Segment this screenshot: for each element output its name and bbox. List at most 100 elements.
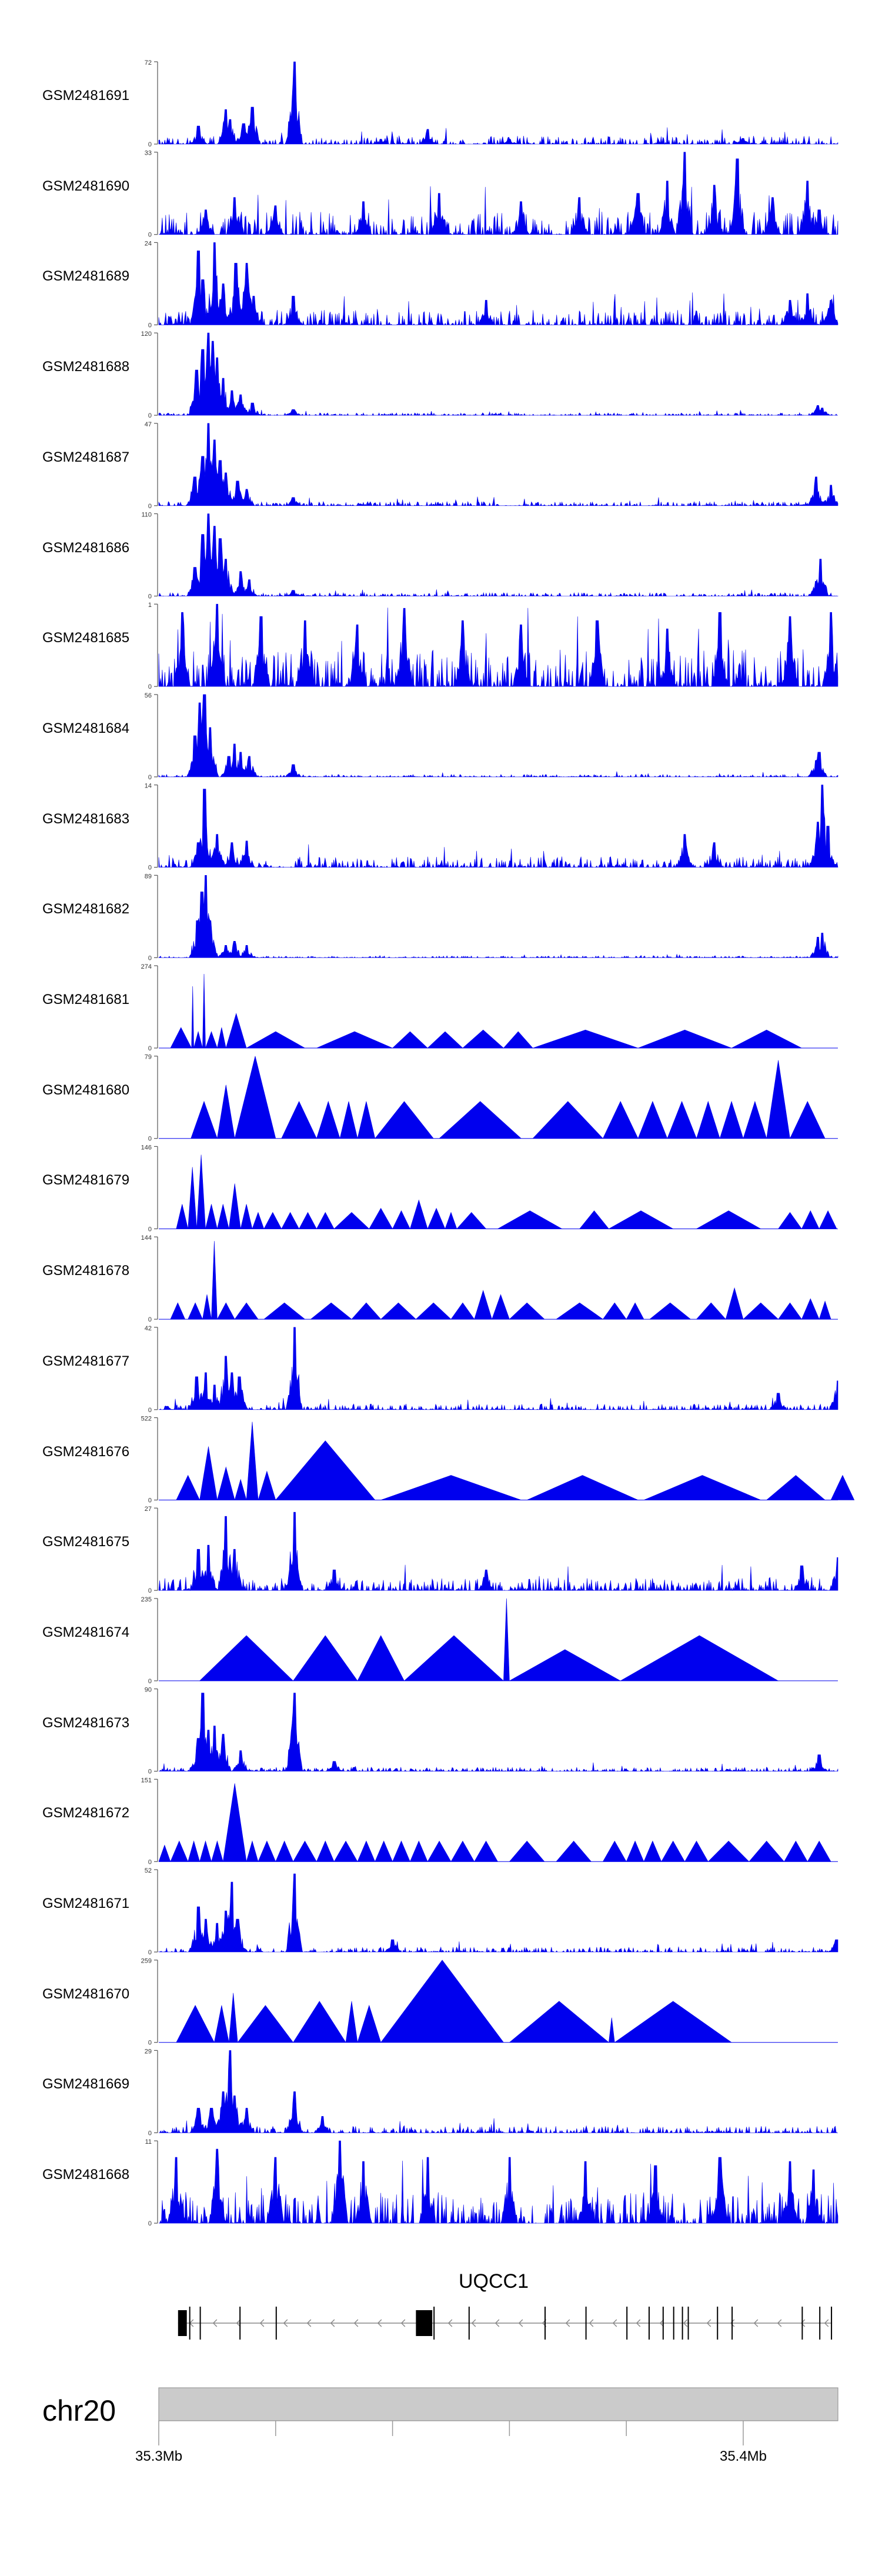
gene-exon bbox=[468, 2307, 470, 2340]
y-max-label: 11 bbox=[145, 2138, 152, 2145]
y-min-label: 0 bbox=[148, 1678, 152, 1685]
track-label: GSM2481672 bbox=[42, 1805, 130, 1821]
x-tick-label: 35.3Mb bbox=[135, 2448, 183, 2464]
gene-exon bbox=[416, 2310, 433, 2336]
gene-exon bbox=[687, 2307, 689, 2340]
coverage-area bbox=[158, 152, 838, 235]
y-min-label: 0 bbox=[148, 1316, 152, 1323]
gene-exon bbox=[819, 2307, 821, 2340]
coverage-area bbox=[158, 603, 838, 688]
y-min-label: 0 bbox=[148, 865, 152, 872]
track-label: GSM2481678 bbox=[42, 1263, 130, 1279]
strand-arrow bbox=[447, 2319, 453, 2327]
y-max-label: 33 bbox=[145, 150, 152, 157]
gene-exon bbox=[801, 2307, 803, 2340]
x-tick-label: 35.4Mb bbox=[719, 2448, 767, 2464]
y-max-label: 14 bbox=[145, 783, 152, 790]
coverage-area bbox=[159, 1327, 838, 1410]
y-min-label: 0 bbox=[148, 1226, 152, 1233]
coverage-area bbox=[158, 242, 838, 326]
coverage-area bbox=[158, 1511, 838, 1591]
track-label: GSM2481677 bbox=[42, 1353, 130, 1369]
y-min-label: 0 bbox=[148, 1858, 152, 1866]
track-label: GSM2481668 bbox=[42, 2167, 130, 2183]
gene-exon bbox=[189, 2307, 191, 2340]
strand-arrow bbox=[589, 2319, 594, 2327]
y-max-label: 42 bbox=[145, 1325, 152, 1332]
gene-exon bbox=[673, 2307, 674, 2340]
strand-arrow bbox=[777, 2319, 782, 2327]
track-label: GSM2481689 bbox=[42, 268, 130, 285]
gene-exon bbox=[178, 2310, 187, 2336]
gene-exon bbox=[544, 2307, 546, 2340]
coverage-area bbox=[158, 1873, 838, 1953]
y-max-label: 151 bbox=[141, 1777, 152, 1784]
coverage-area bbox=[176, 1154, 837, 1229]
coverage-area bbox=[158, 694, 838, 778]
y-max-label: 90 bbox=[145, 1687, 152, 1694]
y-min-label: 0 bbox=[148, 1587, 152, 1594]
y-min-label: 0 bbox=[148, 1407, 152, 1414]
track-label: GSM2481670 bbox=[42, 1986, 130, 2002]
strand-arrow bbox=[753, 2319, 759, 2327]
track-label: GSM2481683 bbox=[42, 810, 130, 827]
y-max-label: 52 bbox=[145, 1867, 152, 1874]
coverage-area bbox=[191, 1056, 826, 1139]
coverage-area bbox=[159, 1693, 838, 1772]
strand-arrow bbox=[683, 2319, 688, 2327]
track-label: GSM2481688 bbox=[42, 359, 130, 375]
y-max-label: 24 bbox=[145, 240, 152, 247]
y-max-label: 120 bbox=[141, 331, 152, 338]
coverage-area bbox=[176, 1422, 855, 1500]
track-label: GSM2481690 bbox=[42, 178, 130, 194]
strand-arrow bbox=[706, 2319, 711, 2327]
strand-arrow bbox=[471, 2319, 476, 2327]
y-min-label: 0 bbox=[148, 1045, 152, 1052]
strand-arrow bbox=[518, 2319, 523, 2327]
coverage-area bbox=[158, 61, 838, 145]
track-label: GSM2481673 bbox=[42, 1714, 130, 1731]
coverage-area bbox=[170, 973, 802, 1049]
coverage-area bbox=[176, 1960, 733, 2043]
track-label: GSM2481669 bbox=[42, 2076, 130, 2093]
strand-arrow bbox=[283, 2319, 288, 2327]
strand-arrow bbox=[236, 2319, 241, 2327]
strand-arrow bbox=[400, 2319, 406, 2327]
chromosome-band bbox=[158, 2387, 838, 2421]
coverage-area bbox=[158, 332, 838, 416]
gene-exon bbox=[731, 2307, 733, 2340]
track-label: GSM2481682 bbox=[42, 901, 130, 917]
y-min-label: 0 bbox=[148, 955, 152, 962]
track-label: GSM2481671 bbox=[42, 1896, 130, 1911]
y-min-label: 0 bbox=[148, 412, 152, 419]
coverage-area bbox=[158, 785, 838, 868]
y-min-label: 0 bbox=[148, 2130, 152, 2137]
gene-exon bbox=[433, 2307, 435, 2340]
coverage-area bbox=[159, 2050, 838, 2134]
strand-arrow bbox=[636, 2319, 641, 2327]
strand-arrow bbox=[353, 2319, 359, 2327]
strand-arrow bbox=[730, 2319, 735, 2327]
y-min-label: 0 bbox=[148, 774, 152, 781]
strand-arrow bbox=[565, 2319, 570, 2327]
track-label: GSM2481691 bbox=[42, 88, 130, 104]
y-min-label: 0 bbox=[148, 322, 152, 329]
y-max-label: 79 bbox=[145, 1054, 152, 1061]
coverage-area bbox=[158, 875, 838, 959]
gene-model bbox=[178, 2307, 833, 2340]
track-label: GSM2481675 bbox=[42, 1534, 130, 1550]
y-min-label: 0 bbox=[148, 683, 152, 690]
coverage-area bbox=[199, 1598, 779, 1681]
